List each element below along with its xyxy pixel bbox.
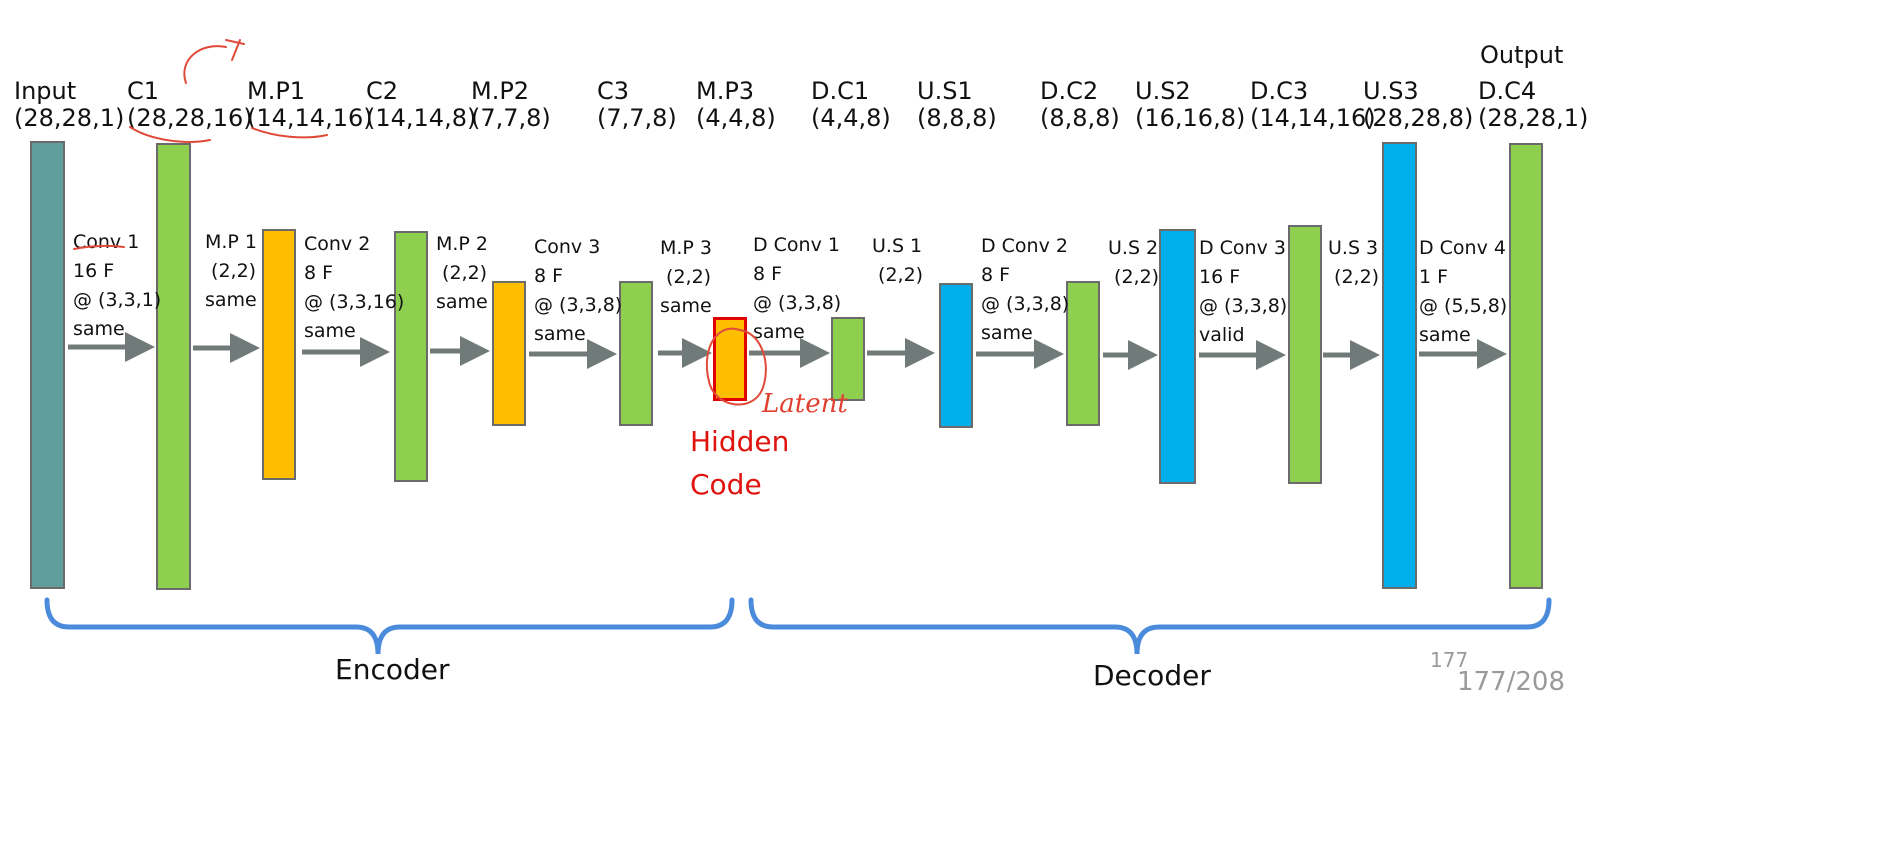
layer-name-1: Input [14, 77, 77, 105]
layer-dim-10: (8,8,8) [1040, 104, 1120, 132]
layer-block-10 [1066, 281, 1100, 426]
page-number-small: 177 [1430, 648, 1469, 672]
hidden-code-label: Hidden Code [690, 425, 790, 501]
encoder-label: Encoder [335, 653, 450, 686]
operation-label-9: D Conv 2 8 F @ (3,3,8) same [981, 235, 1070, 344]
layer-block-6 [619, 281, 653, 426]
layer-dim-1: (28,28,1) [14, 104, 125, 132]
conv1-underline [73, 244, 125, 250]
layer-block-3 [262, 229, 296, 480]
layer-name-2: C1 [127, 77, 160, 105]
operation-label-5: Conv 3 8 F @ (3,3,8) same [534, 236, 623, 345]
layer-name-10: D.C2 [1040, 77, 1099, 105]
latent-circle [705, 327, 767, 406]
layer-name-3: M.P1 [247, 77, 306, 105]
layer-block-1 [30, 141, 65, 589]
layer-dim-12: (14,14,16) [1250, 104, 1376, 132]
layer-block-14 [1509, 143, 1543, 589]
layer-name-8: D.C1 [811, 77, 870, 105]
layer-name-5: M.P2 [471, 77, 530, 105]
layer-dim-7: (4,4,8) [696, 104, 776, 132]
layer-block-12 [1288, 225, 1322, 484]
layer-name-6: C3 [597, 77, 630, 105]
layer-dim-11: (16,16,8) [1135, 104, 1246, 132]
layer-name-7: M.P3 [696, 77, 755, 105]
operation-label-4: M.P 2 (2,2) same [436, 233, 489, 313]
encoder-brace [44, 597, 735, 655]
handwritten-mark [183, 39, 245, 84]
layer-name-12: D.C3 [1250, 77, 1309, 105]
operation-label-10: U.S 2 (2,2) [1108, 237, 1160, 288]
layer-name-14: D.C4 [1478, 77, 1537, 105]
operation-label-3: Conv 2 8 F @ (3,3,16) same [304, 233, 405, 342]
layer-dim-3: (14,14,16) [247, 104, 373, 132]
layer-dim-13: (28,28,8) [1363, 104, 1474, 132]
layer-block-8 [831, 317, 865, 401]
decoder-brace [748, 597, 1552, 655]
operation-label-13: D Conv 4 1 F @ (5,5,8) same [1419, 237, 1508, 346]
operation-label-6: M.P 3 (2,2) same [660, 237, 713, 317]
layer-dim-2: (28,28,16) [127, 104, 253, 132]
operation-label-7: D Conv 1 8 F @ (3,3,8) same [753, 234, 842, 343]
operation-label-2: M.P 1 (2,2) same [205, 231, 258, 311]
c1-underline [129, 126, 211, 143]
layer-block-2 [156, 143, 191, 590]
operation-label-11: D Conv 3 16 F @ (3,3,8) valid [1199, 237, 1288, 346]
operation-label-12: U.S 3 (2,2) [1328, 237, 1380, 288]
page-number: 177/208 [1457, 667, 1566, 697]
layer-dim-6: (7,7,8) [597, 104, 677, 132]
layer-name-11: U.S2 [1135, 77, 1191, 105]
layer-block-5 [492, 281, 526, 426]
latent-annotation: Latent [762, 389, 848, 419]
layer-dim-5: (7,7,8) [471, 104, 551, 132]
layer-dim-4: (14,14,8) [366, 104, 477, 132]
layer-dim-14: (28,28,1) [1478, 104, 1589, 132]
decoder-label: Decoder [1093, 659, 1211, 692]
layer-block-4 [394, 231, 428, 482]
layer-dim-8: (4,4,8) [811, 104, 891, 132]
layer-dim-9: (8,8,8) [917, 104, 997, 132]
layer-name-13: U.S3 [1363, 77, 1419, 105]
layer-name-9: U.S1 [917, 77, 973, 105]
layer-block-11 [1159, 229, 1196, 484]
layer-block-9 [939, 283, 973, 428]
layer-name-4: C2 [366, 77, 399, 105]
layer-block-13 [1382, 142, 1417, 589]
output-label: Output [1480, 41, 1564, 69]
operation-label-8: U.S 1 (2,2) [872, 235, 924, 286]
mp1-underline [251, 127, 328, 139]
